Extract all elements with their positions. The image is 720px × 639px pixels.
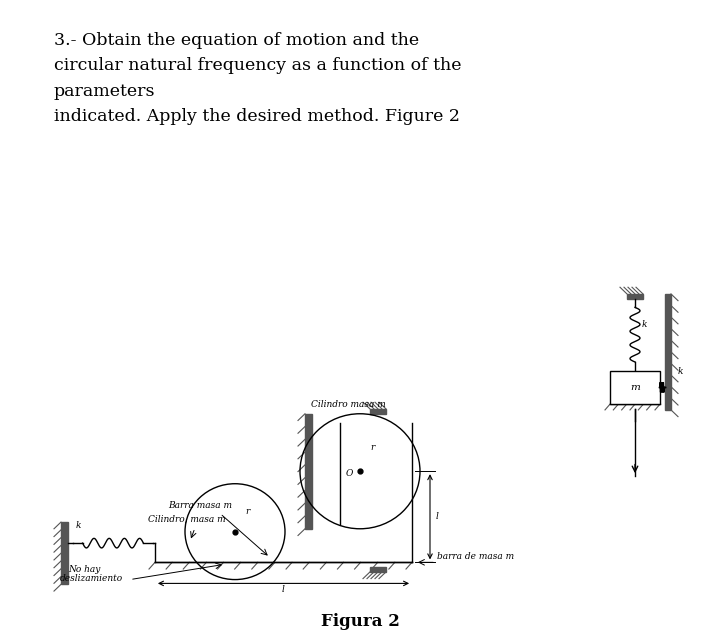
Text: l: l <box>282 585 285 594</box>
Text: r: r <box>245 507 249 516</box>
Text: Barra masa m: Barra masa m <box>168 501 232 510</box>
Text: k: k <box>642 321 647 330</box>
Text: deslizamiento: deslizamiento <box>60 574 123 583</box>
Text: Figura 2: Figura 2 <box>320 613 400 630</box>
Bar <box>665 294 671 410</box>
Text: r: r <box>370 443 374 452</box>
Bar <box>610 371 660 404</box>
Text: No hay: No hay <box>68 565 100 574</box>
Text: k: k <box>76 521 81 530</box>
Bar <box>370 409 386 414</box>
Text: Cilindro masa m: Cilindro masa m <box>310 400 385 409</box>
Text: Cilindro, masa m: Cilindro, masa m <box>148 515 225 524</box>
Bar <box>627 294 643 299</box>
Bar <box>61 522 68 584</box>
Text: barra de masa m: barra de masa m <box>437 553 514 562</box>
Text: k: k <box>678 367 683 376</box>
Text: m: m <box>630 383 640 392</box>
Text: O: O <box>346 469 354 478</box>
Text: 3.- Obtain the equation of motion and the
circular natural frequency as a functi: 3.- Obtain the equation of motion and th… <box>54 32 462 125</box>
Text: l: l <box>436 512 439 521</box>
Bar <box>305 414 312 529</box>
Bar <box>370 567 386 572</box>
